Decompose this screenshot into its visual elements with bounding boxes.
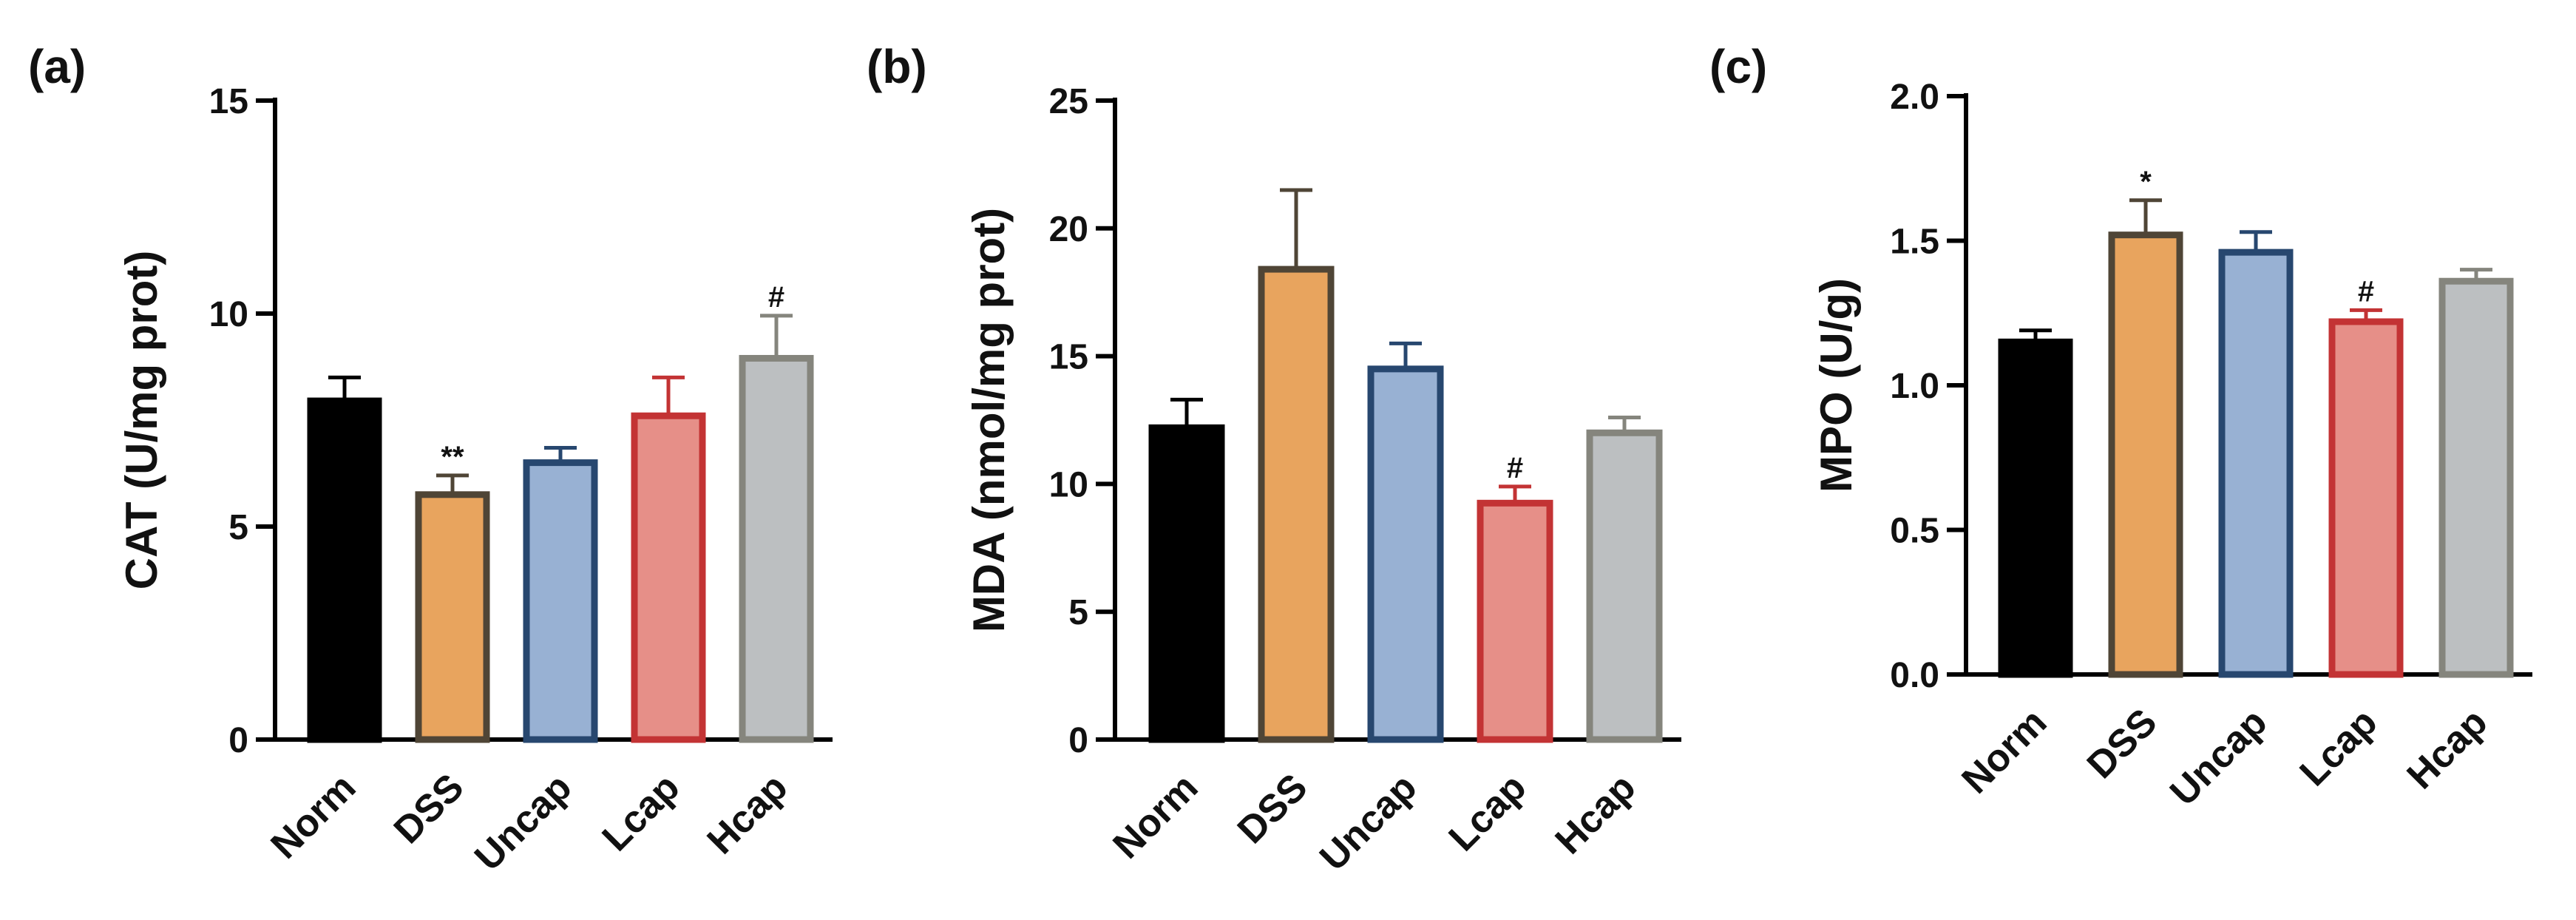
- x-tick-label: DSS: [386, 765, 472, 852]
- x-tick-label: Norm: [262, 765, 364, 867]
- bar-hcap: [739, 354, 814, 743]
- y-tick-label: 10: [1049, 465, 1088, 504]
- y-axis-title: MDA (nmol/mg prot): [964, 208, 1014, 632]
- bar-norm: [307, 397, 382, 743]
- y-tick-label: 0: [1068, 721, 1088, 760]
- x-tick-label: Norm: [1105, 765, 1206, 867]
- bar-dss: [2108, 231, 2183, 678]
- panel-label: (c): [1709, 40, 1767, 93]
- x-tick-label: Uncap: [467, 765, 580, 879]
- x-tick-label: Lcap: [594, 765, 688, 859]
- y-tick-label: 15: [1049, 338, 1088, 377]
- y-tick-label: 20: [1049, 210, 1088, 249]
- bar-uncap: [2218, 248, 2294, 678]
- y-tick-label: 0.5: [1890, 512, 1939, 551]
- significance-mark: **: [441, 441, 464, 473]
- bar-uncap: [523, 459, 598, 743]
- bar-norm: [1148, 424, 1225, 743]
- significance-mark: #: [2358, 275, 2374, 308]
- x-tick-label: Norm: [1953, 700, 2055, 802]
- panel-label: (a): [28, 40, 86, 93]
- y-axis-title: CAT (U/mg prot): [117, 251, 166, 590]
- bar-dss: [1258, 265, 1335, 743]
- significance-mark: #: [768, 281, 784, 314]
- y-tick-label: 5: [1068, 593, 1088, 632]
- y-tick-label: 2.0: [1890, 78, 1939, 117]
- bar-hcap: [1586, 429, 1663, 743]
- panel-c: (c) MPO (U/g) 0.0 0.5 1.0 1.5 2.0 Norm * DSSUncap…: [1709, 40, 2532, 814]
- significance-mark: *: [2140, 166, 2152, 198]
- bar-hcap: [2438, 277, 2514, 678]
- x-tick-label: DSS: [1230, 765, 1316, 852]
- x-tick-label: Lcap: [1441, 765, 1535, 859]
- bar-norm: [1998, 338, 2073, 678]
- panel-label: (b): [867, 40, 927, 93]
- x-tick-label: Hcap: [699, 765, 796, 862]
- y-tick-label: 15: [209, 82, 248, 121]
- x-tick-label: Hcap: [1548, 765, 1644, 862]
- y-tick-label: 5: [228, 508, 248, 547]
- y-tick-label: 1.5: [1890, 223, 1939, 262]
- panel-b: (b) MDA (nmol/mg prot) 0 5 10 15 20 25 Norm DSSUn…: [867, 40, 1681, 879]
- y-tick-label: 0: [228, 721, 248, 760]
- x-tick-label: Uncap: [2162, 700, 2275, 814]
- bar-uncap: [1367, 365, 1444, 743]
- x-tick-label: Hcap: [2399, 700, 2496, 797]
- y-axis-title: MPO (U/g): [1811, 278, 1861, 493]
- y-tick-label: 10: [209, 295, 248, 334]
- bar-lcap: [2328, 318, 2404, 678]
- y-tick-label: 25: [1049, 82, 1088, 121]
- x-tick-label: Lcap: [2292, 700, 2386, 794]
- significance-mark: #: [1507, 452, 1523, 484]
- bar-lcap: [631, 412, 706, 743]
- bar-lcap: [1477, 499, 1553, 743]
- x-tick-label: Uncap: [1312, 765, 1425, 879]
- bar-dss: [415, 491, 490, 743]
- y-tick-label: 1.0: [1890, 367, 1939, 406]
- x-tick-label: DSS: [2079, 700, 2166, 787]
- y-tick-label: 0.0: [1890, 656, 1939, 695]
